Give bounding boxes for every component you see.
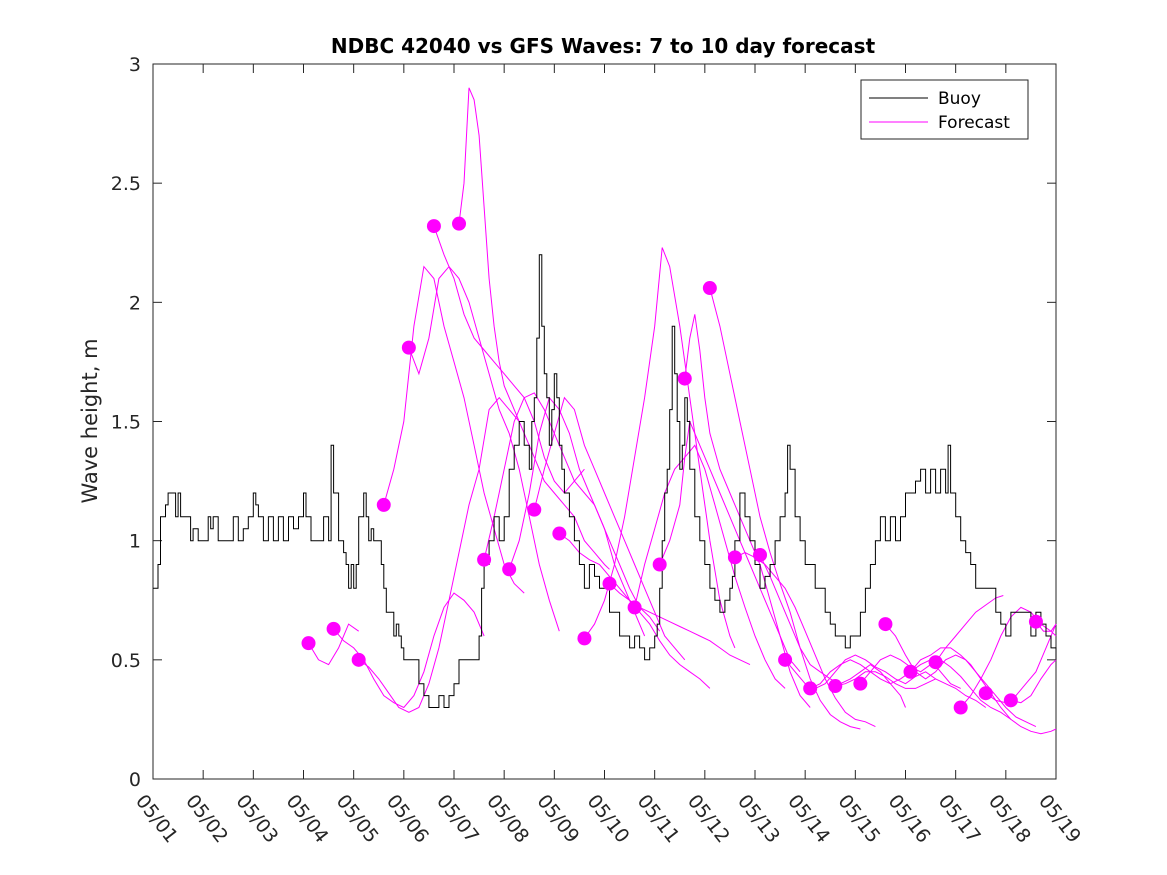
forecast-start-marker bbox=[652, 557, 667, 572]
forecast-start-markers bbox=[301, 216, 1043, 715]
forecast-start-marker bbox=[953, 700, 968, 715]
forecast-line bbox=[634, 444, 786, 689]
forecast-start-marker bbox=[928, 655, 943, 670]
forecast-line bbox=[458, 87, 610, 570]
y-tick-label: 3 bbox=[129, 54, 141, 76]
forecast-line bbox=[935, 595, 1004, 663]
forecast-start-marker bbox=[727, 550, 742, 565]
forecast-start-marker bbox=[452, 216, 467, 231]
forecast-start-marker bbox=[602, 576, 617, 591]
y-tick-label: 2 bbox=[129, 292, 141, 314]
forecast-line bbox=[483, 392, 646, 637]
forecast-line bbox=[408, 265, 560, 632]
forecast-start-marker bbox=[853, 676, 868, 691]
buoy-line bbox=[153, 254, 1057, 708]
forecast-line bbox=[358, 396, 520, 713]
forecast-line bbox=[508, 396, 661, 632]
forecast-start-marker bbox=[552, 526, 567, 541]
forecast-start-marker bbox=[351, 652, 366, 667]
y-tick-label: 0.5 bbox=[111, 650, 141, 672]
forecast-start-marker bbox=[502, 562, 517, 577]
forecast-start-marker bbox=[1003, 693, 1018, 708]
y-tick-label: 2.5 bbox=[111, 173, 141, 195]
forecast-line bbox=[383, 265, 525, 594]
legend-label-buoy: Buoy bbox=[938, 89, 981, 109]
forecast-line bbox=[985, 623, 1057, 704]
buoy-series bbox=[153, 254, 1057, 708]
forecast-start-marker bbox=[878, 617, 893, 632]
forecast-line bbox=[1010, 659, 1057, 704]
y-axis: 0 0.5 1 1.5 2 2.5 3 bbox=[111, 54, 1056, 791]
forecast-start-marker bbox=[577, 631, 592, 646]
forecast-line bbox=[835, 671, 987, 708]
forecast-line bbox=[885, 623, 1037, 728]
forecast-start-marker bbox=[326, 621, 341, 636]
y-tick-label: 1 bbox=[129, 531, 141, 553]
forecast-start-marker bbox=[426, 219, 441, 234]
forecast-line bbox=[659, 419, 801, 673]
forecast-start-marker bbox=[702, 281, 717, 296]
forecast-line bbox=[583, 247, 736, 649]
forecast-line bbox=[433, 225, 585, 494]
forecast-start-marker bbox=[401, 340, 416, 355]
forecast-line bbox=[709, 287, 861, 730]
forecast-start-marker bbox=[527, 502, 542, 517]
legend: Buoy Forecast bbox=[860, 79, 1029, 140]
forecast-start-marker bbox=[477, 552, 492, 567]
forecast-start-marker bbox=[978, 686, 993, 701]
forecast-start-marker bbox=[1028, 614, 1043, 629]
y-axis-label: Wave height, m bbox=[78, 338, 102, 503]
forecast-start-marker bbox=[778, 652, 793, 667]
legend-box bbox=[860, 79, 1029, 140]
y-tick-label: 0 bbox=[129, 769, 141, 791]
forecast-start-marker bbox=[627, 600, 642, 615]
y-tick-label: 1.5 bbox=[111, 412, 141, 434]
chart-title: NDBC 42040 vs GFS Waves: 7 to 10 day for… bbox=[331, 34, 876, 58]
forecast-start-marker bbox=[753, 547, 768, 562]
forecast-line bbox=[910, 647, 1057, 735]
forecast-line bbox=[308, 623, 359, 666]
forecast-start-marker bbox=[301, 636, 316, 651]
plot-area-frame bbox=[152, 63, 1057, 780]
forecast-start-marker bbox=[803, 681, 818, 696]
legend-label-forecast: Forecast bbox=[938, 113, 1010, 133]
forecast-start-marker bbox=[677, 371, 692, 386]
forecast-start-marker bbox=[903, 664, 918, 679]
forecast-start-marker bbox=[376, 497, 391, 512]
forecast-start-marker bbox=[828, 679, 843, 694]
